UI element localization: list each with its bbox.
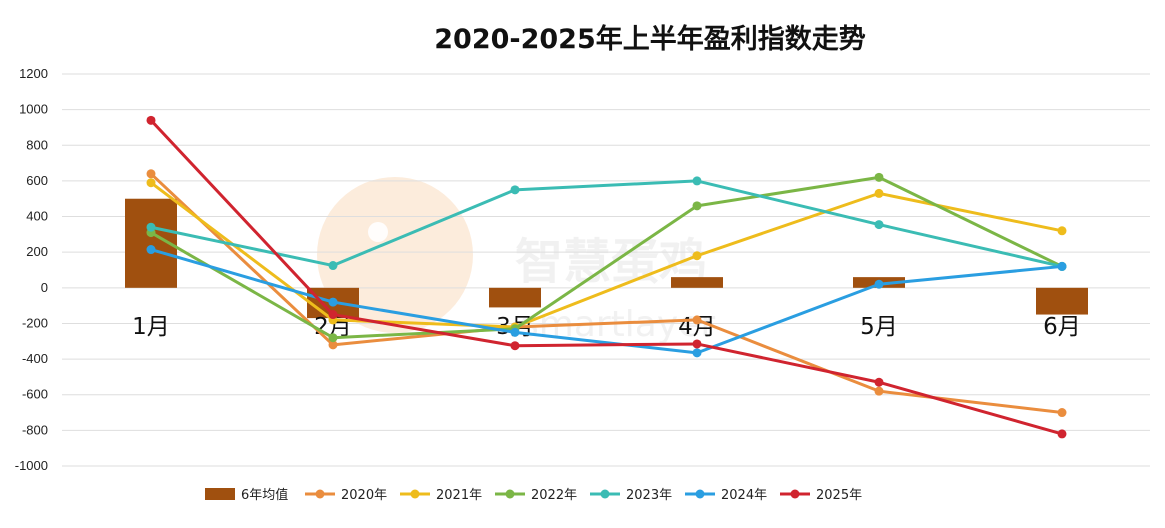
legend-marker: [505, 489, 515, 499]
data-point: [328, 310, 338, 320]
series-line: [146, 115, 1067, 439]
legend-item: 2021年: [400, 488, 482, 503]
data-point: [328, 340, 338, 350]
data-point: [692, 251, 702, 261]
data-point: [146, 245, 156, 255]
data-point: [146, 222, 156, 232]
series-line: [146, 169, 1067, 418]
data-point: [328, 333, 338, 343]
data-point: [146, 115, 156, 125]
data-point: [1057, 261, 1067, 271]
data-point: [1057, 429, 1067, 439]
legend-label: 2022年: [531, 488, 577, 503]
data-point: [146, 169, 156, 179]
line-series: [146, 115, 1067, 439]
y-tick-label: -1000: [15, 458, 48, 473]
data-point: [1057, 226, 1067, 236]
series-path: [149, 172, 1063, 415]
category-label: 1月: [132, 314, 170, 340]
series-path: [150, 248, 1063, 355]
data-point: [328, 297, 338, 307]
y-tick-label: 1000: [19, 102, 48, 117]
chart-title: 2020-2025年上半年盈利指数走势: [434, 23, 866, 55]
y-tick-label: 200: [26, 244, 48, 259]
y-tick-label: -200: [22, 315, 48, 330]
legend-item: 6年均值: [205, 487, 288, 503]
series-path: [150, 175, 1063, 340]
y-tick-label: 0: [41, 280, 48, 295]
bar: [1036, 287, 1088, 315]
legend-marker: [790, 489, 800, 499]
y-tick-label: -600: [22, 387, 48, 402]
data-point: [874, 188, 884, 198]
data-point: [692, 201, 702, 211]
watermark-logo-eye: [368, 222, 388, 242]
legend-marker: [600, 489, 610, 499]
y-tick-label: -400: [22, 351, 48, 366]
series-line: [146, 245, 1067, 358]
data-point: [874, 377, 884, 387]
legend-marker: [410, 489, 420, 499]
data-point: [874, 220, 884, 230]
data-point: [692, 315, 702, 325]
y-tick-label: 400: [26, 209, 48, 224]
data-point: [1057, 408, 1067, 418]
legend-marker: [315, 489, 325, 499]
legend-marker: [695, 489, 705, 499]
legend-label: 2020年: [341, 488, 387, 503]
legend-label: 2021年: [436, 488, 482, 503]
legend-item: 2020年: [305, 488, 387, 503]
data-point: [328, 261, 338, 271]
data-point: [692, 176, 702, 186]
data-point: [510, 327, 520, 337]
category-label: 6月: [1043, 314, 1081, 340]
legend-item: 2023年: [590, 488, 672, 503]
data-point: [692, 339, 702, 349]
data-point: [146, 178, 156, 188]
series-path: [149, 119, 1063, 436]
y-tick-label: 600: [26, 173, 48, 188]
legend-item: 2022年: [495, 488, 577, 503]
data-point: [874, 386, 884, 396]
data-point: [874, 172, 884, 182]
data-point: [692, 348, 702, 358]
bar: [671, 277, 723, 288]
legend-label: 6年均值: [241, 487, 288, 503]
y-tick-label: 1200: [19, 66, 48, 81]
legend-label: 2024年: [721, 488, 767, 503]
data-point: [510, 185, 520, 195]
y-tick-label: -800: [22, 422, 48, 437]
legend-swatch: [205, 488, 235, 500]
grid: [62, 73, 1150, 467]
category-label: 5月: [860, 314, 898, 340]
series-path: [150, 179, 1063, 268]
data-point: [874, 279, 884, 289]
legend-item: 2025年: [780, 488, 862, 503]
data-point: [510, 341, 520, 351]
legend-label: 2023年: [626, 488, 672, 503]
series-path: [150, 181, 1063, 329]
bar: [489, 287, 541, 308]
y-tick-label: 800: [26, 137, 48, 152]
legend: 6年均值 2020年 2021年 2022年 2023年 2024年 2025年: [205, 487, 862, 503]
legend-label: 2025年: [816, 488, 862, 503]
legend-item: 2024年: [685, 488, 767, 503]
y-axis-ticks: 1200 1000 800 600 400 200 0 -200 -400 -600 -800 -10…: [15, 66, 48, 473]
